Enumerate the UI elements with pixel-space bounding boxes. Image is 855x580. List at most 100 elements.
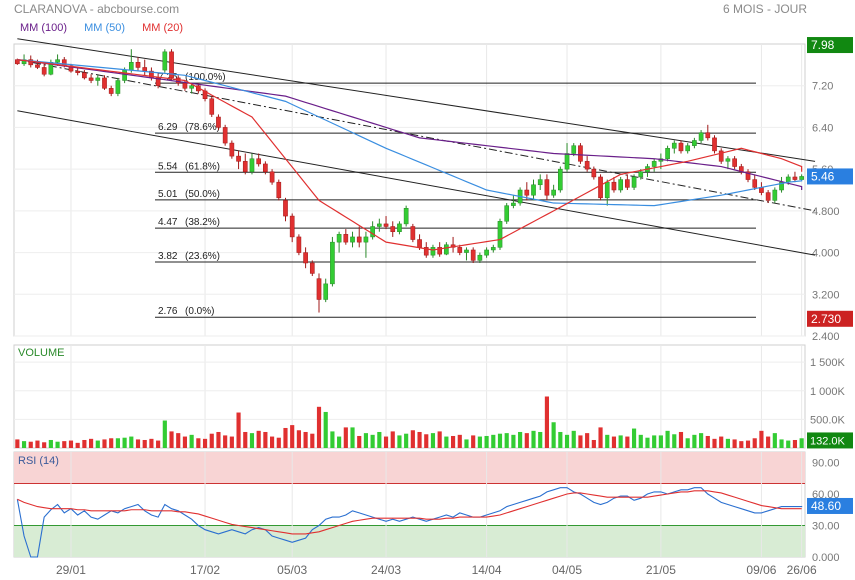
volume-bar xyxy=(457,434,462,448)
volume-bar xyxy=(75,442,80,448)
panel-frame-0 xyxy=(13,43,806,337)
x-tick-label: 26/06 xyxy=(787,563,817,577)
volume-bar xyxy=(330,431,335,448)
fib-level-value: 4.47 xyxy=(158,217,178,228)
candle-body xyxy=(437,247,442,255)
price-value-box-label: 5.46 xyxy=(811,169,835,183)
volume-bar xyxy=(162,420,167,448)
price-y-tick: 6.40 xyxy=(812,122,833,134)
candle-body xyxy=(497,221,503,248)
candle-body xyxy=(423,247,429,256)
volume-bar xyxy=(42,442,47,448)
candle-body xyxy=(631,176,637,188)
candle-body xyxy=(584,161,590,170)
volume-bar xyxy=(404,433,409,448)
candle-body xyxy=(350,236,355,243)
rsi-line xyxy=(17,490,802,535)
volume-bar xyxy=(585,433,590,448)
candle-body xyxy=(578,145,583,162)
candle-body xyxy=(712,137,717,152)
volume-bar xyxy=(310,433,315,448)
volume-bar xyxy=(377,431,382,448)
legend-mm20: MM (20) xyxy=(142,22,184,34)
volume-bar xyxy=(611,436,617,448)
fib-level-value: 5.54 xyxy=(158,161,178,172)
candle-body xyxy=(356,236,362,243)
volume-bar xyxy=(672,434,677,448)
volume-bar xyxy=(397,435,402,448)
volume-bar xyxy=(276,437,281,448)
candle-body xyxy=(135,62,141,68)
volume-bar xyxy=(766,436,771,448)
price-value-box-label: 2.730 xyxy=(811,312,841,326)
price-y-tick: 4.000 xyxy=(812,248,840,260)
volume-bar xyxy=(484,435,489,448)
candle-body xyxy=(75,70,81,73)
volume-bar xyxy=(122,437,127,448)
volume-bar xyxy=(296,430,301,448)
candle-body xyxy=(108,88,114,94)
volume-bar xyxy=(518,431,523,448)
candle-body xyxy=(604,181,610,199)
candle-body xyxy=(269,171,275,183)
candle-body xyxy=(752,179,758,188)
volume-bar xyxy=(383,436,389,448)
volume-bar xyxy=(504,433,509,448)
price-y-tick: 4.800 xyxy=(812,206,840,218)
candle-body xyxy=(531,184,536,196)
candle-body xyxy=(725,158,731,162)
candle-body xyxy=(692,140,697,146)
candle-body xyxy=(785,176,791,183)
volume-bar xyxy=(15,439,20,448)
volume-bar xyxy=(223,435,228,448)
volume-bar xyxy=(491,434,496,448)
candle-body xyxy=(256,158,262,165)
fib-level-value: 3.82 xyxy=(158,251,178,262)
volume-bar xyxy=(323,411,328,448)
candle-body xyxy=(537,179,543,186)
volume-bar xyxy=(471,435,476,448)
volume-bar xyxy=(156,440,161,448)
rsi-line xyxy=(16,487,803,558)
volume-bar xyxy=(685,438,690,448)
candle-body xyxy=(35,64,40,68)
volume-bar xyxy=(270,436,275,448)
volume-bar xyxy=(712,438,717,448)
volume-bar xyxy=(337,436,342,448)
volume-bar xyxy=(363,433,369,448)
candle-body xyxy=(490,247,496,251)
trendline-solid xyxy=(17,110,816,256)
x-tick-label: 09/06 xyxy=(746,563,776,577)
candle-body xyxy=(289,215,295,238)
moving-average-line xyxy=(17,59,803,207)
candle-body xyxy=(155,77,161,86)
candle-body xyxy=(397,223,402,232)
candle-body xyxy=(591,168,597,178)
candle-body xyxy=(732,158,737,167)
candle-body xyxy=(792,176,798,180)
candle-body xyxy=(169,51,174,79)
price-y-tick: 3.200 xyxy=(812,289,840,301)
rsi-oversold-zone xyxy=(14,525,805,557)
fib-level-value: 5.01 xyxy=(158,189,178,200)
rsi-y-tick: 30.00 xyxy=(812,521,840,533)
candle-body xyxy=(276,181,282,199)
candle-body xyxy=(457,247,463,253)
price-value-box-label: 7.98 xyxy=(811,38,835,52)
fib-level-pct: (61.8%) xyxy=(185,161,220,172)
volume-bar xyxy=(370,434,375,448)
panel-frame-1 xyxy=(13,344,806,449)
volume-bar xyxy=(564,434,570,448)
volume-bar xyxy=(129,436,134,448)
candle-body xyxy=(611,181,617,191)
volume-bar xyxy=(343,427,348,448)
trendline-solid xyxy=(17,38,816,162)
price-y-tick: 2.400 xyxy=(812,331,840,343)
candle-body xyxy=(618,179,623,191)
volume-bar xyxy=(450,435,456,448)
candle-body xyxy=(189,85,194,89)
volume-bar xyxy=(316,406,322,448)
volume-bar xyxy=(598,427,603,448)
candle-body xyxy=(571,145,577,154)
volume-bar xyxy=(571,430,576,448)
